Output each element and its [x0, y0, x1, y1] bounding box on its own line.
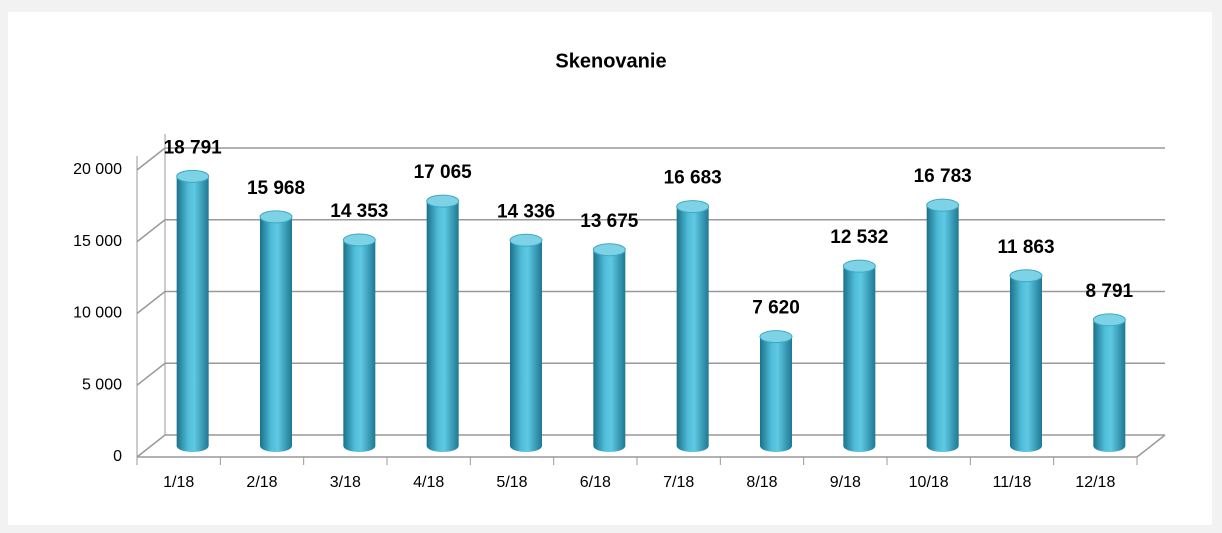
x-tick-label: 4/18 — [413, 474, 444, 491]
bar-top — [176, 169, 210, 183]
x-tick-label: 3/18 — [330, 474, 361, 491]
bar — [343, 240, 376, 452]
bar — [926, 205, 959, 452]
bar — [676, 206, 709, 452]
data-label: 14 336 — [497, 201, 555, 222]
bar — [843, 266, 876, 452]
bar-top — [592, 243, 626, 257]
bar — [593, 249, 626, 452]
y-tick-label: 0 — [113, 448, 122, 465]
grid-line — [136, 147, 1165, 171]
bar-top — [926, 198, 960, 212]
x-tick-label: 12/18 — [1075, 474, 1115, 491]
data-label: 7 620 — [752, 298, 800, 319]
bar — [1093, 319, 1126, 452]
y-tick-label: 10 000 — [73, 305, 122, 322]
data-label: 16 783 — [914, 166, 972, 187]
data-label: 17 065 — [414, 162, 473, 183]
data-label: 15 968 — [247, 178, 305, 199]
data-label: 18 791 — [164, 137, 223, 158]
x-tick-label: 7/18 — [663, 474, 694, 491]
chart-title: Skenovanie — [555, 50, 666, 72]
bar-top — [1009, 269, 1043, 283]
x-tick-label: 2/18 — [246, 474, 277, 491]
data-label: 16 683 — [664, 168, 722, 189]
bar-top — [342, 233, 376, 247]
data-label: 12 532 — [830, 227, 888, 248]
grid-line — [136, 290, 1165, 315]
x-tick-label: 10/18 — [909, 474, 949, 491]
x-tick-label: 5/18 — [496, 474, 527, 491]
x-tick-label: 6/18 — [580, 474, 611, 491]
y-tick-label: 15 000 — [73, 233, 122, 250]
bar-top — [259, 210, 293, 224]
x-tick-label: 1/18 — [163, 474, 194, 491]
bar-top — [676, 200, 710, 214]
grid-line — [136, 434, 1165, 458]
grid-line — [136, 362, 1165, 386]
grid-line — [136, 219, 1165, 243]
bar — [760, 336, 792, 452]
data-label: 11 863 — [997, 237, 1054, 258]
bar — [176, 176, 209, 452]
bar — [426, 201, 459, 452]
y-tick-label: 5 000 — [82, 376, 122, 393]
bar-top — [1092, 313, 1126, 327]
bar-top — [759, 330, 793, 344]
x-tick-label: 8/18 — [746, 474, 777, 491]
data-label: 8 791 — [1086, 281, 1134, 302]
data-label: 13 675 — [580, 211, 639, 232]
bar-top — [426, 194, 460, 208]
data-label: 14 353 — [330, 201, 388, 222]
bar-top — [509, 233, 543, 247]
bar — [260, 216, 292, 452]
x-tick-label: 9/18 — [830, 474, 861, 491]
bar — [1010, 275, 1042, 452]
bar-top — [842, 259, 876, 273]
bar — [510, 240, 542, 452]
x-tick-label: 11/18 — [993, 474, 1032, 491]
y-tick-label: 20 000 — [73, 161, 122, 178]
